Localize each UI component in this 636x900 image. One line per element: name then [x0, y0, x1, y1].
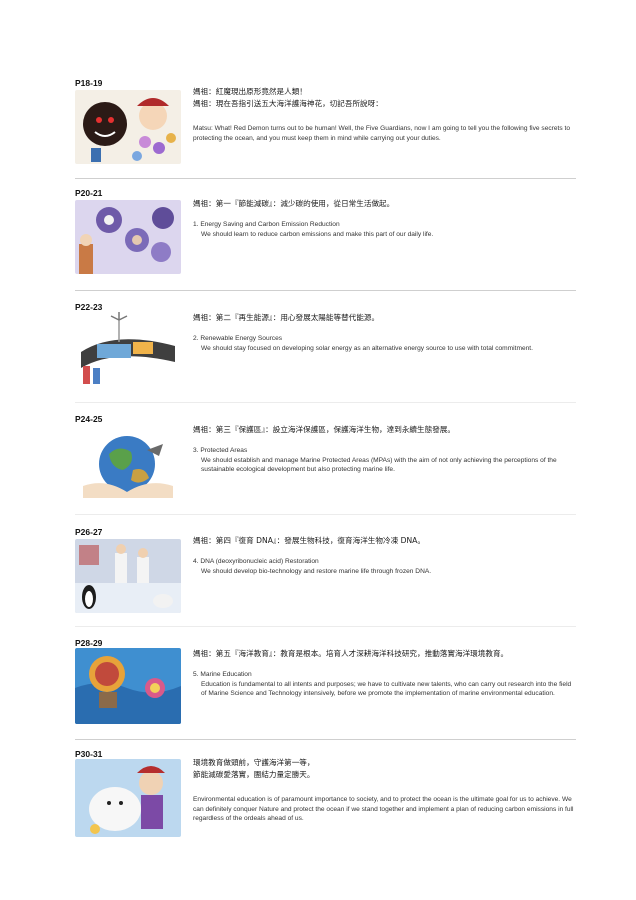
page-label: P22-23	[75, 302, 103, 312]
english-body: We should stay focused on developing sol…	[201, 344, 533, 352]
chinese-line: 媽祖：第二『再生能源』：用心發展太陽能等替代能源。	[193, 313, 380, 322]
chinese-line: 媽祖：現在吾指引送五大海洋護海神花，切記吾所說呀：	[193, 99, 383, 108]
text-block: 媽祖：第三『保護區』：設立海洋保護區，保護海洋生物，達到永續生態發展。 3. P…	[193, 424, 576, 475]
divider	[75, 178, 576, 179]
text-block: 媽祖：第四『復育 DNA』：發展生物科技，復育海洋生物冷凍 DNA。 4. DN…	[193, 535, 576, 576]
text-block: 媽祖：第二『再生能源』：用心發展太陽能等替代能源。 2. Renewable E…	[193, 312, 576, 353]
illustration-marine-education	[75, 648, 181, 724]
english-body: We should develop bio-technology and res…	[201, 567, 432, 575]
section-p28-29: P28-29 媽祖：第五『海洋教育』：教育是根本。培育人才深耕海洋科技研究，推動…	[75, 638, 576, 730]
illustration-dna-lab	[75, 539, 181, 613]
english-heading: 4. DNA (deoxyribonucleic acid) Restorati…	[193, 558, 319, 565]
divider	[75, 626, 576, 627]
page-label: P18-19	[75, 78, 103, 88]
chinese-line: 媽祖：第五『海洋教育』：教育是根本。培育人才深耕海洋科技研究，推動落實海洋環境教…	[193, 649, 509, 658]
page-label: P26-27	[75, 527, 103, 537]
section-p18-19: P18-19 媽祖：紅魔現出原形竟然是人類！ 媽祖：現在吾指引送五大海洋護海神花…	[75, 78, 576, 170]
text-block: 媽祖：紅魔現出原形竟然是人類！ 媽祖：現在吾指引送五大海洋護海神花，切記吾所說呀…	[193, 86, 576, 143]
page-label: P30-31	[75, 749, 103, 759]
text-block: 媽祖：第一『節能減碳』：減少碳的使用，從日常生活做起。 1. Energy Sa…	[193, 198, 576, 239]
illustration-polar-bear-matsu	[75, 759, 181, 837]
english-body: We should establish and manage Marine Pr…	[201, 456, 557, 474]
chinese-line: 媽祖：紅魔現出原形竟然是人類！	[193, 87, 307, 96]
divider	[75, 514, 576, 515]
illustration-red-demon-matsu	[75, 90, 181, 164]
chinese-line: 環境教育做頭前，守護海洋第一等，	[193, 758, 315, 767]
english-body: Environmental education is of paramount …	[193, 796, 574, 822]
divider	[75, 402, 576, 403]
illustration-protected-earth	[75, 426, 181, 502]
chinese-line: 節能減碳愛落實，團結力量定勝天。	[193, 770, 315, 779]
english-heading: 2. Renewable Energy Sources	[193, 335, 283, 342]
page-label: P20-21	[75, 188, 103, 198]
chinese-line: 媽祖：第四『復育 DNA』：發展生物科技，復育海洋生物冷凍 DNA。	[193, 536, 425, 545]
section-p20-21: P20-21 媽祖：第一『節能減碳』：減少碳的使用，從日常生活做起。 1. En…	[75, 188, 576, 280]
illustration-energy-bubbles	[75, 200, 181, 274]
chinese-line: 媽祖：第一『節能減碳』：減少碳的使用，從日常生活做起。	[193, 199, 395, 208]
section-p22-23: P22-23 媽祖：第二『再生能源』：用心發展太陽能等替代能源。 2. Rene…	[75, 302, 576, 392]
english-heading: 1. Energy Saving and Carbon Emission Red…	[193, 221, 340, 228]
english-body: Education is fundamental to all intents …	[201, 680, 572, 698]
english-heading: 5. Marine Education	[193, 671, 252, 678]
english-body: Matsu: What! Red Demon turns out to be h…	[193, 125, 571, 142]
page-label: P28-29	[75, 638, 103, 648]
illustration-renewable-energy	[75, 312, 181, 386]
divider	[75, 290, 576, 291]
english-body: We should learn to reduce carbon emissio…	[201, 230, 434, 238]
section-p26-27: P26-27 媽祖：第四『復育 DNA』：發展生物科技，復育海洋生物冷凍 DNA…	[75, 527, 576, 619]
section-p30-31: P30-31 環境教育做頭前，守護海洋第一等， 節能減碳愛落實，團結力量定勝天。…	[75, 749, 576, 841]
text-block: 環境教育做頭前，守護海洋第一等， 節能減碳愛落實，團結力量定勝天。 Enviro…	[193, 757, 576, 824]
divider	[75, 739, 576, 740]
chinese-line: 媽祖：第三『保護區』：設立海洋保護區，保護海洋生物，達到永續生態發展。	[193, 425, 455, 434]
section-p24-25: P24-25 媽祖：第三『保護區』：設立海洋保護區，保護海洋生物，達到永續生態發…	[75, 414, 576, 506]
text-block: 媽祖：第五『海洋教育』：教育是根本。培育人才深耕海洋科技研究，推動落實海洋環境教…	[193, 648, 576, 699]
page-label: P24-25	[75, 414, 103, 424]
english-heading: 3. Protected Areas	[193, 447, 248, 454]
